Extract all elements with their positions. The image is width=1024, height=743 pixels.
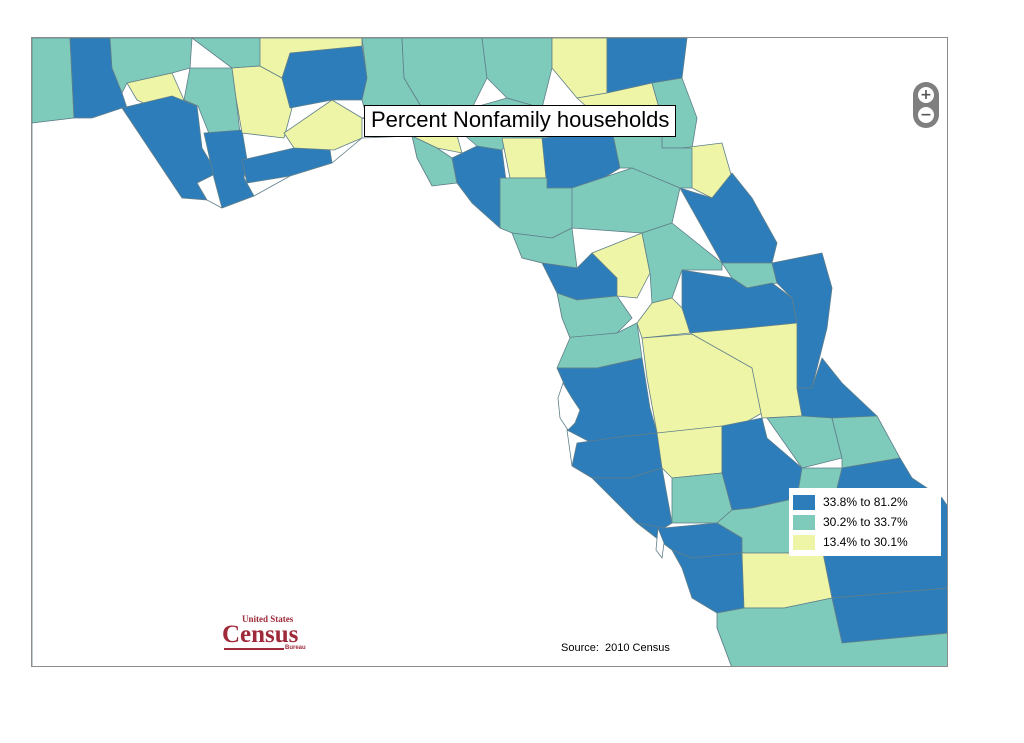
bay-water: [557, 382, 581, 431]
zoom-control: + −: [913, 82, 939, 128]
logo-top-text: United States: [242, 614, 294, 624]
legend-item: 30.2% to 33.7%: [793, 512, 937, 532]
legend-item: 13.4% to 30.1%: [793, 532, 937, 552]
county-region: [32, 38, 75, 124]
gulf-water: [32, 107, 732, 666]
county-region: [551, 38, 608, 99]
county-region: [501, 137, 548, 179]
legend-item: 33.8% to 81.2%: [793, 492, 937, 512]
legend-label: 33.8% to 81.2%: [823, 495, 908, 509]
map-title: Percent Nonfamily households: [364, 105, 677, 137]
zoom-in-button[interactable]: +: [918, 87, 934, 103]
county-region: [203, 129, 255, 209]
county-region: [281, 45, 368, 109]
map-legend: 33.8% to 81.2% 30.2% to 33.7% 13.4% to 3…: [789, 488, 941, 556]
county-region: [741, 547, 833, 609]
legend-label: 30.2% to 33.7%: [823, 515, 908, 529]
county-region: [283, 99, 363, 151]
county-region: [259, 38, 363, 79]
county-region: [191, 38, 263, 69]
map-panel[interactable]: Percent Nonfamily households + − 33.8% t…: [31, 37, 948, 667]
logo-main-text: Census: [222, 621, 299, 648]
legend-swatch-high: [793, 494, 815, 510]
logo-underline: [224, 648, 284, 650]
county-region: [656, 425, 723, 479]
county-region: [481, 38, 553, 109]
logo-sub-text: Bureau: [285, 645, 306, 651]
zoom-out-button[interactable]: −: [918, 107, 934, 123]
source-credit: Source: 2010 Census: [561, 642, 670, 654]
legend-label: 13.4% to 30.1%: [823, 535, 908, 549]
county-region: [671, 472, 733, 524]
legend-swatch-low: [793, 534, 815, 550]
legend-swatch-mid: [793, 514, 815, 530]
census-bureau-logo: United States Census Bureau: [222, 614, 312, 654]
bay-water: [655, 527, 665, 560]
